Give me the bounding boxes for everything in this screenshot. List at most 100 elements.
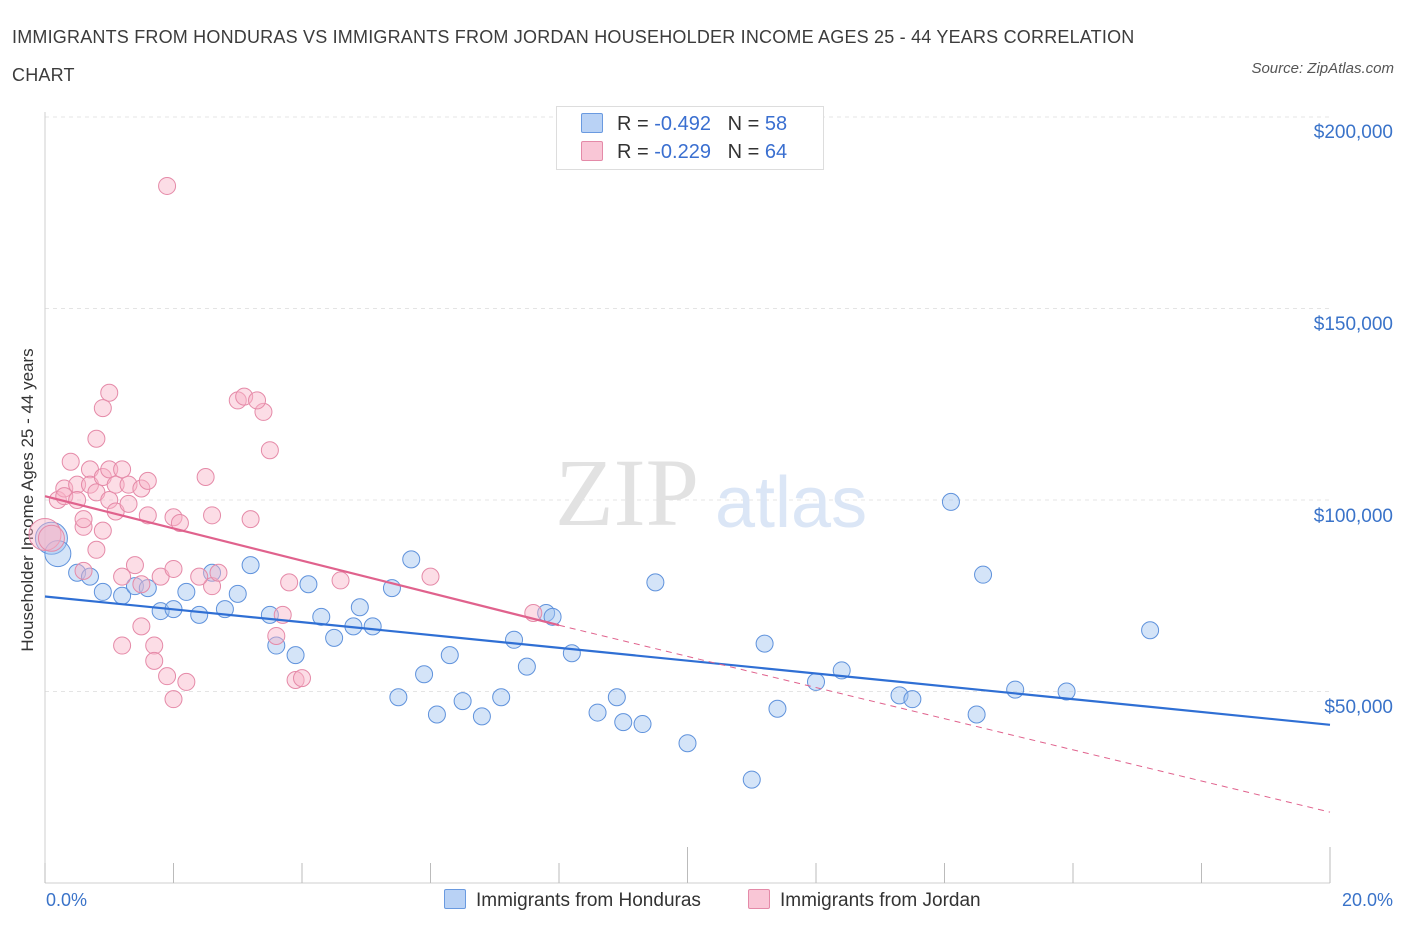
honduras-point xyxy=(742,770,761,789)
y-tick-200000: $200,000 xyxy=(1313,122,1393,143)
y-tick-100000: $100,000 xyxy=(1313,506,1393,527)
honduras-point xyxy=(299,575,318,594)
bottom-legend-swatch-jordan xyxy=(748,889,770,909)
honduras-point xyxy=(363,617,382,636)
legend-r-value-jordan: -0.229 xyxy=(654,141,711,163)
jordan-point xyxy=(170,513,189,532)
honduras-point xyxy=(286,646,305,665)
jordan-point xyxy=(125,556,144,575)
jordan-point xyxy=(241,510,260,529)
jordan-point xyxy=(100,460,119,479)
jordan-point xyxy=(138,506,157,525)
jordan-point xyxy=(106,475,125,494)
legend-n-value-honduras: 58 xyxy=(764,113,788,135)
jordan-point xyxy=(177,672,196,691)
honduras-point xyxy=(453,692,472,711)
honduras-point xyxy=(1057,682,1076,701)
jordan-point xyxy=(254,402,273,421)
jordan-point xyxy=(87,540,106,559)
honduras-point xyxy=(350,598,369,617)
honduras-point xyxy=(941,492,960,511)
jordan-point xyxy=(87,429,106,448)
trend-line-jordan-extension xyxy=(558,624,1331,813)
jordan-point xyxy=(267,626,286,645)
honduras-point xyxy=(190,605,209,624)
jordan-point xyxy=(132,479,151,498)
watermark-atlas: atlas xyxy=(715,463,867,543)
honduras-point xyxy=(1141,621,1160,640)
honduras-point xyxy=(440,646,459,665)
jordan-point xyxy=(132,617,151,636)
honduras-point xyxy=(177,582,196,601)
y-tick-50000: $50,000 xyxy=(1324,697,1393,718)
jordan-point xyxy=(37,524,65,552)
watermark-zip: ZIP xyxy=(555,439,699,546)
jordan-point xyxy=(158,176,177,195)
honduras-point xyxy=(427,705,446,724)
jordan-point xyxy=(280,573,299,592)
trend-line-jordan xyxy=(44,495,560,627)
jordan-point xyxy=(100,491,119,509)
honduras-point xyxy=(472,707,491,726)
honduras-point xyxy=(967,705,986,724)
honduras-point xyxy=(93,582,112,601)
jordan-point xyxy=(74,510,93,529)
honduras-point xyxy=(267,636,286,655)
bottom-legend-swatch-honduras xyxy=(444,889,466,909)
honduras-point xyxy=(543,607,562,626)
jordan-point xyxy=(164,690,183,709)
legend-swatch-honduras xyxy=(581,113,603,133)
honduras-point xyxy=(646,573,665,592)
bottom-legend-honduras: Immigrants from Honduras xyxy=(444,889,701,912)
jordan-point xyxy=(158,667,177,686)
legend-r-label: R = xyxy=(617,113,649,135)
legend-n-value-jordan: 64 xyxy=(764,141,788,163)
honduras-point xyxy=(588,703,607,722)
honduras-point xyxy=(607,688,626,707)
honduras-point xyxy=(312,607,331,626)
x-tick-right: 20.0% xyxy=(1341,890,1393,910)
chart-title: IMMIGRANTS FROM HONDURAS VS IMMIGRANTS F… xyxy=(12,27,1135,85)
jordan-point xyxy=(164,559,183,578)
honduras-point xyxy=(678,734,697,753)
honduras-point xyxy=(1006,680,1025,699)
honduras-point xyxy=(755,634,774,653)
legend-swatch-jordan xyxy=(581,141,603,161)
legend-n-label: N = xyxy=(727,113,760,135)
honduras-point xyxy=(768,699,787,718)
legend-r-label: R = xyxy=(617,141,649,163)
jordan-point xyxy=(93,399,112,418)
honduras-point xyxy=(562,644,581,663)
honduras-point xyxy=(903,690,922,709)
jordan-point xyxy=(331,571,350,590)
jordan-point xyxy=(119,494,138,513)
jordan-point xyxy=(100,383,119,402)
jordan-point xyxy=(260,441,279,460)
honduras-point xyxy=(415,665,434,684)
legend-row-jordan: R = -0.229 N = 64 xyxy=(581,141,787,165)
jordan-point xyxy=(113,460,132,479)
jordan-point xyxy=(209,563,228,582)
honduras-point xyxy=(517,657,536,676)
y-tick-150000: $150,000 xyxy=(1313,314,1393,335)
jordan-point xyxy=(74,561,93,580)
honduras-point xyxy=(614,713,633,732)
jordan-point xyxy=(113,636,132,655)
honduras-point xyxy=(34,521,68,555)
jordan-point xyxy=(93,521,112,540)
jordan-point xyxy=(203,506,222,525)
jordan-point xyxy=(286,671,305,690)
x-tick-left: 0.0% xyxy=(46,890,88,910)
trend-line-honduras xyxy=(44,595,1331,726)
honduras-point xyxy=(633,715,652,734)
jordan-point xyxy=(68,475,87,494)
honduras-point xyxy=(325,628,344,647)
jordan-point xyxy=(190,567,209,586)
jordan-point xyxy=(132,575,151,594)
jordan-point xyxy=(145,636,164,655)
honduras-point xyxy=(492,688,511,707)
jordan-point xyxy=(74,517,93,536)
honduras-point xyxy=(241,556,260,575)
jordan-point xyxy=(248,391,267,410)
